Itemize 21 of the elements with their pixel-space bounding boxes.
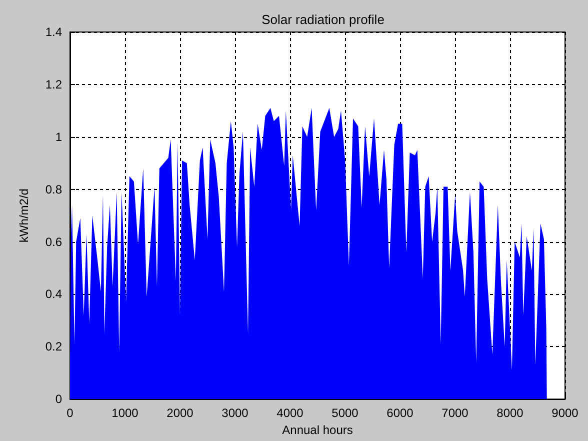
x-tick-label: 7000 bbox=[442, 406, 469, 420]
chart-title: Solar radiation profile bbox=[262, 12, 384, 27]
x-tick-label: 3000 bbox=[222, 406, 249, 420]
x-tick-label: 6000 bbox=[386, 406, 414, 420]
x-tick-label: 1000 bbox=[112, 406, 139, 420]
y-axis-title: kWh/m2/d bbox=[17, 188, 31, 243]
y-tick-label: 1 bbox=[55, 130, 62, 144]
x-axis-title: Annual hours bbox=[282, 423, 353, 437]
y-tick-label: 1.4 bbox=[45, 25, 62, 39]
y-tick-label: 1.2 bbox=[45, 77, 62, 92]
y-tick-label: 0.2 bbox=[45, 340, 62, 354]
x-tick-label: 8000 bbox=[496, 406, 524, 420]
y-tick-label: 0.8 bbox=[45, 182, 62, 196]
y-tick-label: 0.4 bbox=[45, 287, 62, 302]
x-tick-label: 5000 bbox=[332, 406, 359, 420]
y-tick-label: 0.6 bbox=[45, 234, 62, 249]
x-tick-label: 9000 bbox=[552, 406, 579, 420]
x-tick-label: 4000 bbox=[276, 406, 304, 420]
x-tick-label: 2000 bbox=[166, 406, 194, 420]
y-tick-label: 0 bbox=[55, 392, 62, 406]
x-tick-label: 0 bbox=[66, 406, 74, 420]
